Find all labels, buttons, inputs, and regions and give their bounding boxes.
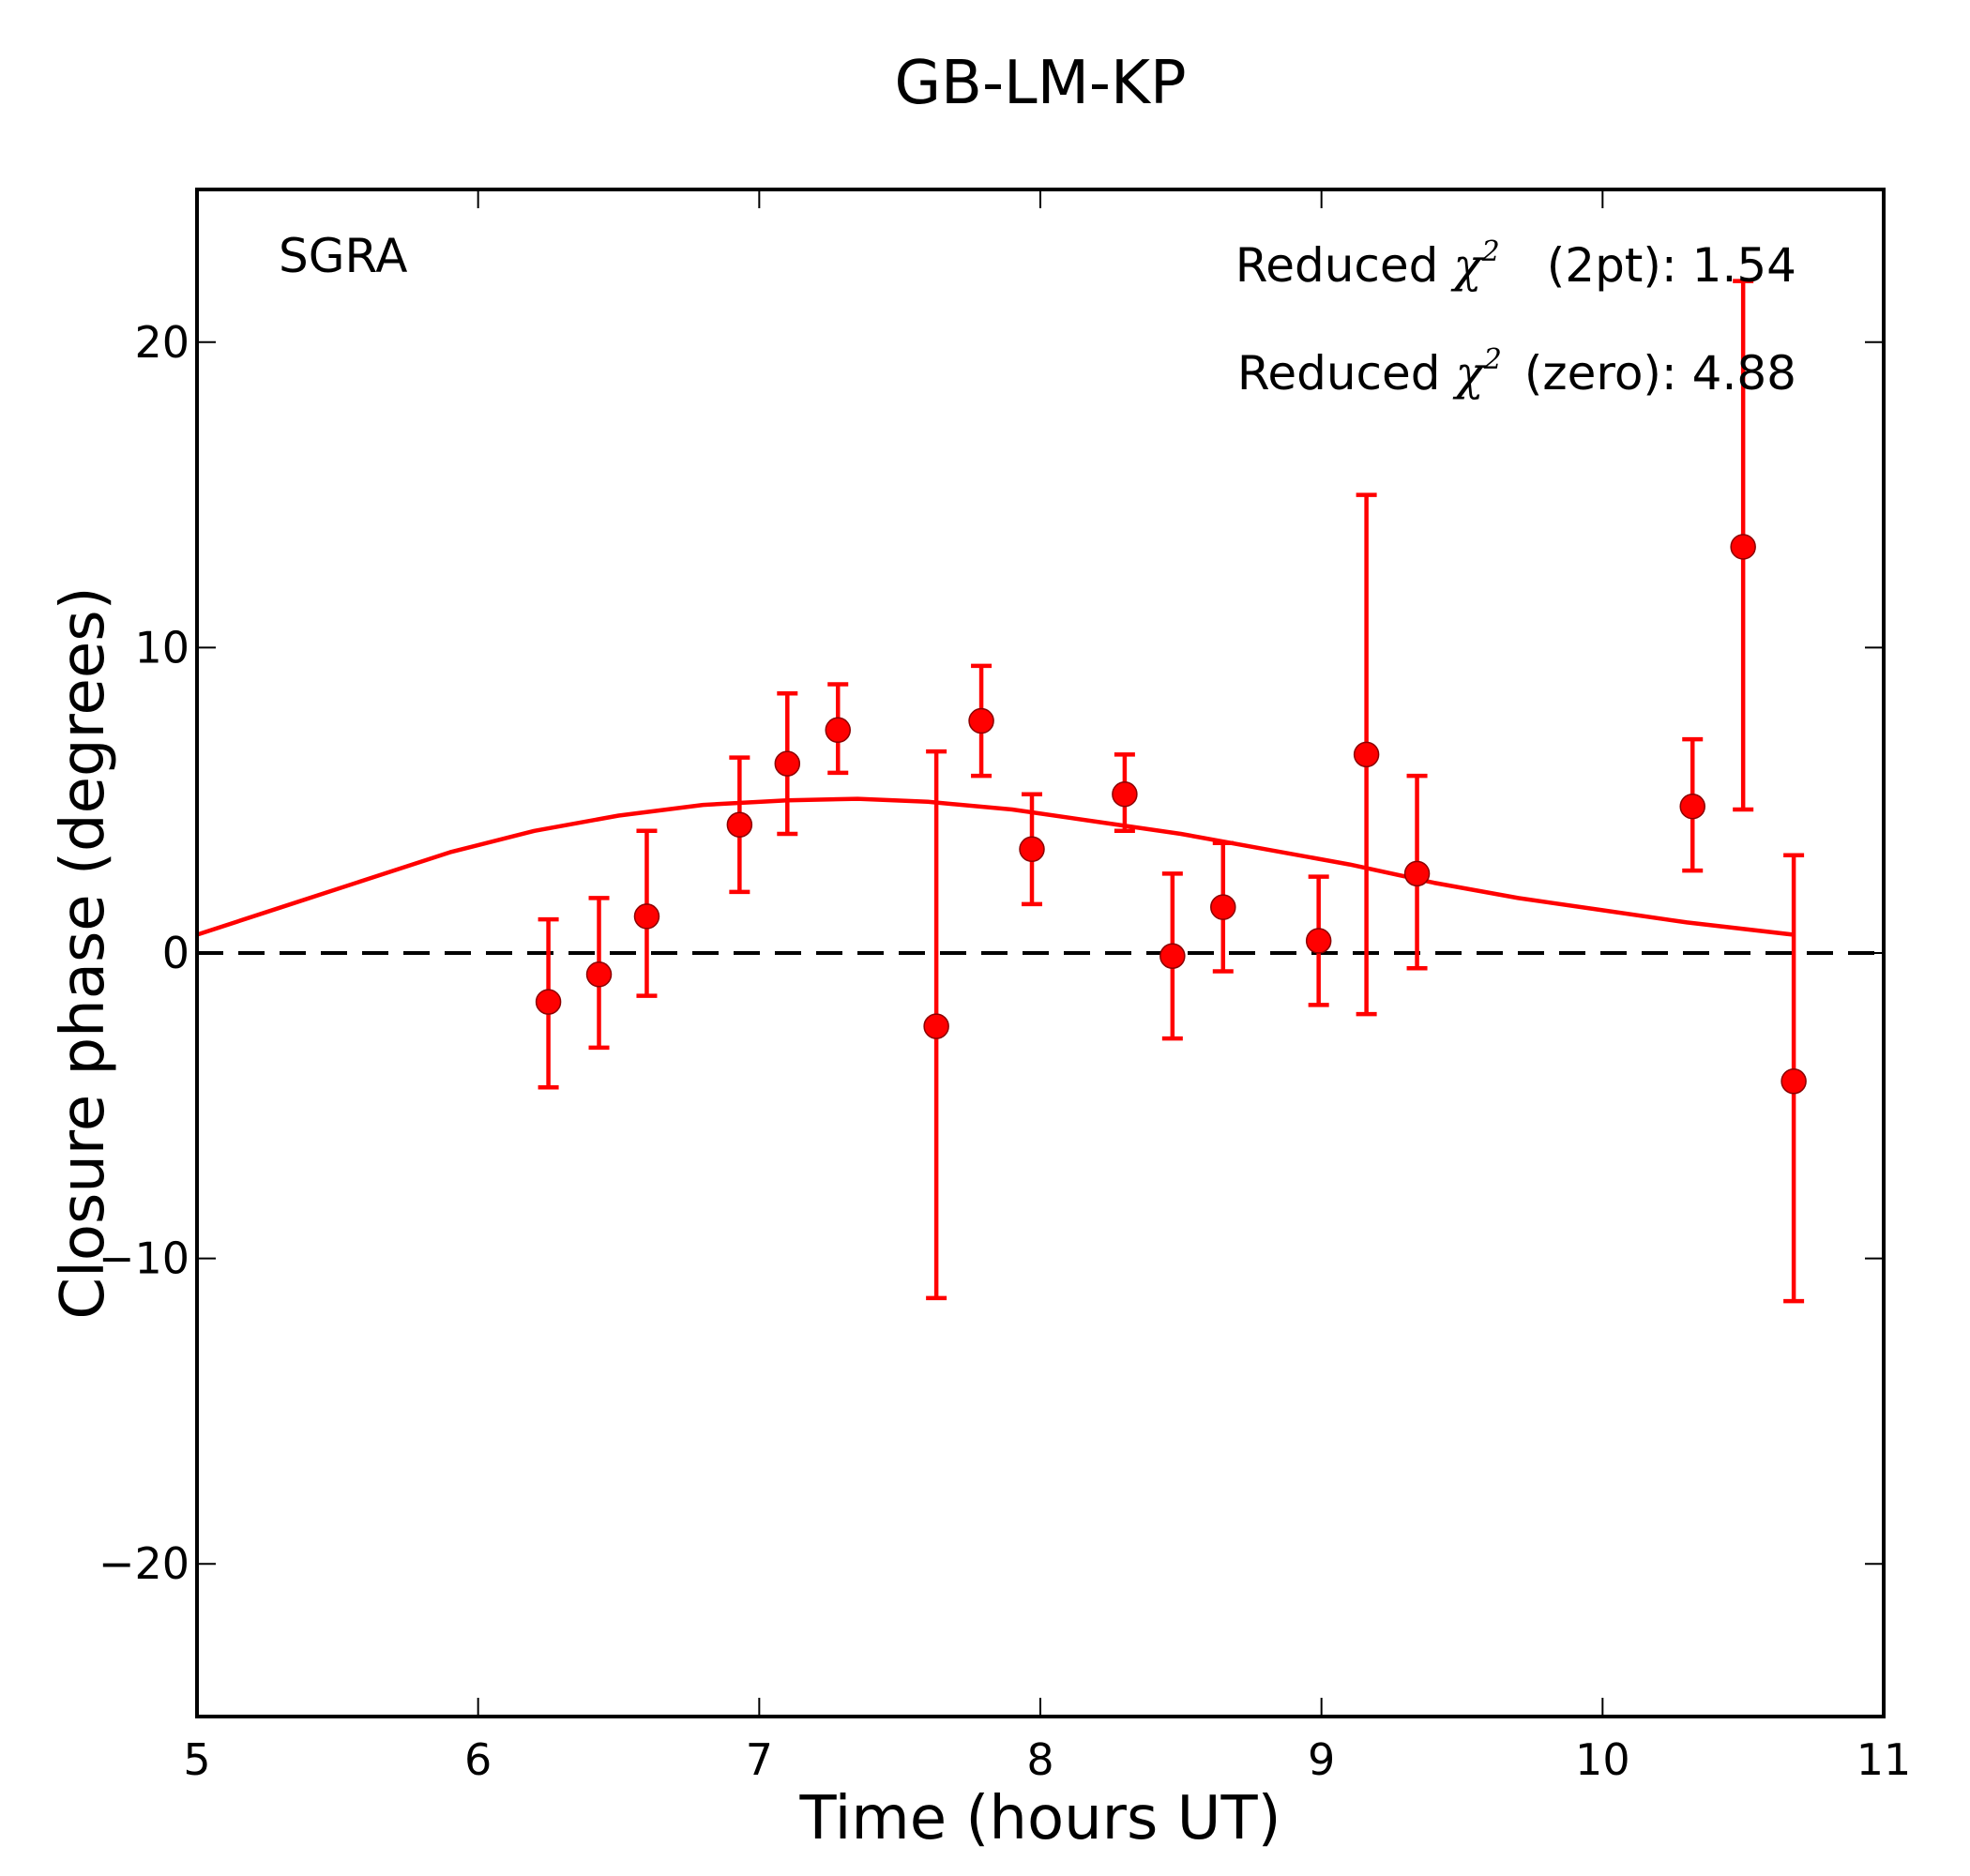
x-axis-label: Time (hours UT) xyxy=(798,1784,1280,1853)
x-tick-label: 11 xyxy=(1856,1734,1912,1785)
data-point xyxy=(535,989,562,1015)
y-tick-label: 10 xyxy=(134,622,189,673)
chi-superscript: 2 xyxy=(1481,235,1500,268)
data-point xyxy=(726,811,753,838)
data-point xyxy=(1730,534,1756,560)
data-point xyxy=(1112,780,1138,808)
data-point xyxy=(1210,894,1236,920)
x-tick-label: 5 xyxy=(183,1734,210,1785)
data-point xyxy=(1305,928,1332,954)
chi-symbol: χ xyxy=(1452,346,1486,401)
model-curve xyxy=(196,796,1795,937)
svg-text:Reduced χ2(zero): 4.88: Reduced χ2 (zero): 4.88 xyxy=(1237,343,1796,401)
annotation-value: (2pt): 1.54 xyxy=(1547,238,1796,293)
annotation-value: (zero): 4.88 xyxy=(1524,346,1796,401)
y-tick-labels: −20 −10 0 10 20 xyxy=(98,317,189,1589)
chi-superscript: 2 xyxy=(1483,343,1502,376)
y-tick-label: −20 xyxy=(98,1538,189,1589)
y-axis-label: Closure phase (degrees) xyxy=(49,586,118,1319)
x-tick-label: 6 xyxy=(464,1734,492,1785)
x-tick-labels: 5 6 7 8 9 10 11 xyxy=(183,1734,1911,1785)
data-point xyxy=(1353,741,1380,768)
data-point xyxy=(1019,836,1045,863)
data-point xyxy=(968,707,994,734)
data-point xyxy=(585,961,613,988)
x-tick-label: 8 xyxy=(1026,1734,1053,1785)
svg-text:Reduced χ2(2pt): 1.54: Reduced χ2 (2pt): 1.54 xyxy=(1235,235,1796,293)
y-tick-label: 20 xyxy=(134,317,189,368)
data-points xyxy=(535,534,1807,1095)
chi-square-zero-annotation: Reduced χ2 (zero): 4.88 xyxy=(1237,343,1796,401)
chi-symbol: χ xyxy=(1450,238,1484,293)
data-point xyxy=(825,717,851,744)
data-point xyxy=(923,1013,949,1039)
y-tick-label: 0 xyxy=(162,928,189,978)
data-point xyxy=(1159,943,1186,970)
y-tick-label: −10 xyxy=(98,1233,189,1284)
chi-square-2pt-annotation: Reduced χ2 (2pt): 1.54 xyxy=(1235,235,1796,293)
x-tick-label: 9 xyxy=(1308,1734,1335,1785)
data-point xyxy=(1679,793,1705,820)
chart-title: GB-LM-KP xyxy=(894,49,1186,118)
model-line xyxy=(196,796,1795,937)
x-tick-label: 10 xyxy=(1575,1734,1630,1785)
data-point xyxy=(1403,860,1431,887)
axis-ticks xyxy=(196,189,1885,1717)
source-label: SGRA xyxy=(279,229,407,283)
annotation-prefix: Reduced xyxy=(1235,238,1439,293)
data-point xyxy=(633,903,660,930)
data-point xyxy=(774,750,801,777)
data-point xyxy=(1781,1068,1807,1095)
x-tick-label: 7 xyxy=(746,1734,773,1785)
annotation-prefix: Reduced xyxy=(1237,346,1441,401)
